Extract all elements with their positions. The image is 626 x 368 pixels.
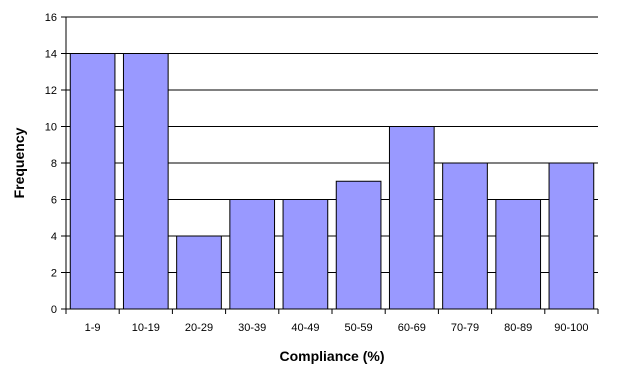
y-tick-label: 2 (51, 268, 57, 280)
bar-40-49 (282, 199, 329, 310)
y-tick-label: 12 (45, 85, 57, 97)
bar-80-89 (495, 199, 542, 310)
bar-1-9 (69, 53, 116, 310)
x-tick-label: 30-39 (238, 322, 266, 334)
y-tick-label: 8 (51, 158, 57, 170)
y-tick-label: 0 (51, 304, 57, 316)
bar-50-59 (335, 180, 382, 310)
bar-20-29 (176, 235, 222, 310)
y-tick-label: 4 (51, 231, 57, 243)
y-tick-label: 10 (45, 122, 57, 134)
y-tick-label: 6 (51, 195, 57, 207)
x-tick-labels: 1-9 10-19 20-29 30-39 40-49 50-59 60-69 70-79 80… (65, 309, 599, 334)
x-tick-label: 70-79 (451, 322, 479, 334)
x-tick-label: 10-19 (132, 322, 160, 334)
x-tick-label: 40-49 (291, 322, 319, 334)
bar-30-39 (229, 199, 276, 310)
y-axis-title: Frequency (11, 127, 27, 198)
x-tick-label: 50-59 (345, 322, 373, 334)
x-tick-label: 80-89 (504, 322, 532, 334)
bars (69, 53, 595, 310)
y-tick-labels: 0 2 4 6 8 10 12 14 16 (45, 12, 66, 316)
x-axis-title: Compliance (%) (279, 348, 384, 364)
bar-90-100 (548, 162, 595, 310)
y-tick-label: 16 (45, 12, 57, 24)
x-tick-label: 60-69 (398, 322, 426, 334)
bar-70-79 (442, 162, 488, 310)
x-tick-label: 1-9 (85, 322, 101, 334)
x-tick-label: 20-29 (185, 322, 213, 334)
x-tick-label: 90-100 (554, 322, 588, 334)
bar-10-19 (122, 53, 169, 310)
y-tick-label: 14 (45, 49, 57, 61)
bar-60-69 (388, 126, 435, 310)
